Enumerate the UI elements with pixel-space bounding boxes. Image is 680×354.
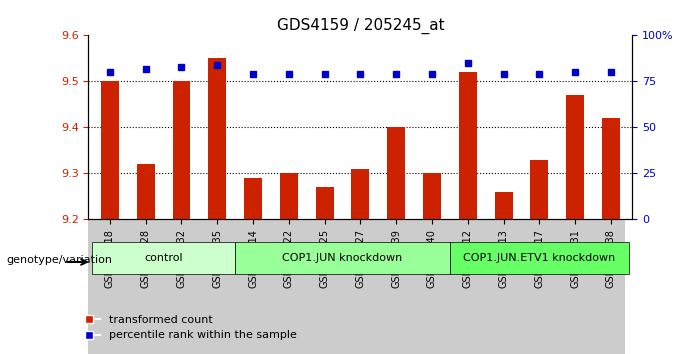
Bar [199,35,235,219]
Bar [423,173,441,219]
Bar [459,72,477,219]
Bar [530,160,548,219]
Bar [414,35,450,219]
Bar [450,35,486,219]
Bar [271,35,307,219]
FancyBboxPatch shape [450,242,629,274]
Text: COP1.JUN.ETV1 knockdown: COP1.JUN.ETV1 knockdown [463,253,615,263]
Title: GDS4159 / 205245_at: GDS4159 / 205245_at [277,18,444,34]
Bar [566,95,584,219]
Text: control: control [144,253,183,263]
FancyBboxPatch shape [235,242,450,274]
Bar [208,58,226,219]
Bar [235,35,271,219]
Text: genotype/variation: genotype/variation [7,255,113,265]
FancyBboxPatch shape [92,242,235,274]
Bar [593,35,629,219]
Bar [164,35,199,219]
Bar [244,178,262,219]
Bar [602,118,620,219]
Bar [378,35,414,219]
Bar [128,35,164,219]
Bar [522,35,557,219]
Bar [486,35,522,219]
Bar [307,35,343,219]
Bar [173,81,190,219]
Legend: transformed count, percentile rank within the sample: transformed count, percentile rank withi… [73,310,301,345]
Bar [352,169,369,219]
Bar [557,35,593,219]
Bar [316,187,334,219]
Bar [280,173,298,219]
Text: COP1.JUN knockdown: COP1.JUN knockdown [282,253,403,263]
Bar [137,164,154,219]
Bar [343,35,378,219]
Bar [387,127,405,219]
Bar [92,35,128,219]
Bar [494,192,513,219]
Bar [101,81,119,219]
